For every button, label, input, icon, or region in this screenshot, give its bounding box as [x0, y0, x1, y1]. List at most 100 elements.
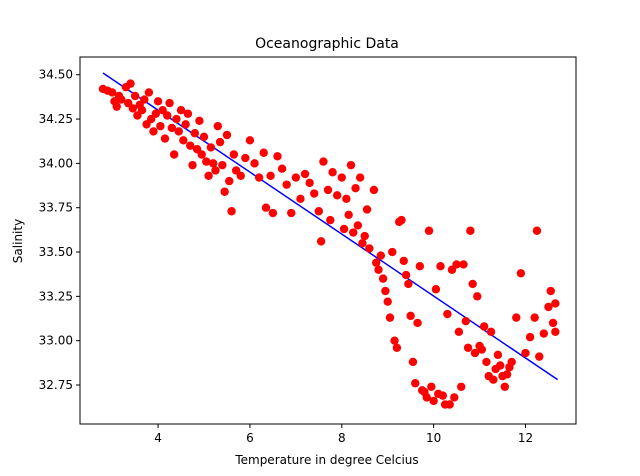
data-point: [204, 171, 213, 180]
data-point: [413, 318, 422, 328]
data-point: [461, 316, 470, 326]
plot-frame: [79, 56, 577, 425]
data-point: [530, 313, 539, 322]
data-point: [144, 88, 154, 97]
data-point: [199, 132, 209, 141]
data-point: [436, 262, 445, 271]
data-point: [156, 121, 165, 131]
data-point: [117, 95, 126, 104]
ticks-layer: 4 6 8 10 12 32.75 33.00 33.25 33.50 33.75 34.00 34.…: [39, 68, 533, 445]
data-point: [259, 148, 268, 157]
y-tick-label: 33.25: [39, 289, 73, 303]
data-point: [470, 348, 480, 358]
data-point: [351, 183, 360, 193]
data-point: [456, 382, 466, 391]
data-point: [406, 311, 415, 321]
data-point: [208, 159, 218, 168]
data-point: [326, 215, 335, 225]
data-point: [466, 226, 475, 235]
data-point: [167, 123, 177, 133]
data-point: [183, 109, 193, 118]
y-tick-label: 33.75: [39, 201, 73, 215]
data-point: [411, 379, 420, 388]
data-point: [181, 120, 190, 129]
data-point: [342, 194, 351, 204]
data-point: [374, 265, 383, 274]
data-point: [186, 141, 195, 150]
data-point: [206, 143, 216, 152]
data-point: [296, 194, 305, 204]
data-point: [316, 237, 326, 246]
data-point: [225, 176, 234, 186]
data-point: [287, 208, 296, 218]
data-point: [277, 164, 287, 173]
data-point: [463, 343, 473, 352]
y-tick-label: 34.50: [39, 68, 73, 82]
scatter-points-layer: [98, 79, 560, 409]
data-point: [140, 95, 149, 104]
data-point: [544, 302, 553, 312]
data-point: [268, 208, 278, 218]
data-point: [163, 111, 172, 120]
data-point: [450, 393, 459, 402]
data-point: [112, 102, 121, 111]
data-point: [245, 136, 255, 145]
data-point: [404, 279, 413, 289]
data-point: [401, 270, 411, 280]
data-point: [486, 327, 496, 337]
x-tick-label: 6: [246, 431, 254, 445]
data-point: [454, 327, 464, 337]
data-point: [390, 336, 399, 345]
data-point: [362, 205, 372, 214]
data-point: [539, 329, 549, 338]
data-point: [337, 173, 346, 182]
x-tick-label: 8: [338, 431, 346, 445]
data-point: [107, 88, 117, 97]
data-point: [378, 274, 388, 283]
data-point: [328, 168, 337, 177]
data-point: [355, 173, 365, 182]
data-point: [172, 114, 181, 124]
data-point: [130, 91, 140, 101]
data-point: [305, 178, 314, 188]
data-point: [195, 116, 204, 126]
data-point: [179, 136, 188, 145]
chart-title: Oceanographic Data: [255, 36, 399, 52]
data-point: [438, 391, 448, 400]
data-point: [261, 203, 271, 212]
data-point: [310, 189, 319, 198]
data-point: [372, 258, 381, 267]
data-point: [365, 244, 374, 253]
data-point: [218, 160, 227, 170]
data-point: [489, 375, 498, 384]
data-point: [392, 343, 402, 352]
data-point: [551, 327, 560, 337]
data-point: [452, 260, 461, 269]
data-point: [353, 221, 363, 230]
data-point: [202, 157, 211, 166]
data-point: [424, 226, 434, 235]
data-point: [482, 357, 491, 367]
data-point: [227, 207, 236, 216]
data-point: [546, 286, 555, 296]
data-point: [429, 396, 438, 406]
data-point: [431, 285, 441, 294]
data-point: [507, 357, 516, 367]
y-tick-label: 33.00: [39, 334, 73, 348]
data-point: [319, 157, 328, 166]
data-point: [358, 238, 367, 248]
data-point: [291, 173, 301, 182]
data-point: [215, 137, 225, 147]
data-point: [153, 97, 163, 106]
x-tick-label: 12: [518, 431, 533, 445]
data-point: [323, 185, 333, 195]
data-point: [250, 159, 259, 168]
data-point: [551, 299, 560, 308]
x-tick-label: 10: [426, 431, 441, 445]
x-tick-label: 4: [154, 431, 162, 445]
data-point: [493, 350, 503, 360]
data-point: [197, 150, 206, 159]
data-point: [349, 228, 358, 237]
data-point: [502, 370, 512, 379]
data-point: [300, 169, 310, 179]
